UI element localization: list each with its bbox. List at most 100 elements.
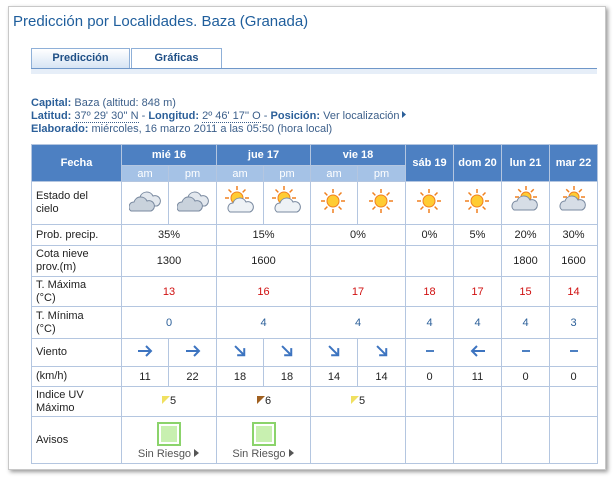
link-arrow bbox=[401, 111, 406, 118]
cell-value: 0 bbox=[426, 370, 433, 383]
wind-icon bbox=[470, 345, 485, 357]
data-cell: Sin Riesgo bbox=[216, 416, 311, 464]
data-cell: 11 bbox=[453, 366, 502, 387]
table-row: (km/h) 11 22 18 18 14 14 0 11 0 0 bbox=[31, 366, 598, 387]
weather-icon bbox=[272, 185, 301, 212]
cell-value: 30% bbox=[562, 229, 585, 241]
weather-icon bbox=[368, 188, 393, 213]
icon-cell bbox=[405, 338, 454, 367]
row-label-text: T. Mínima (°C) bbox=[36, 309, 84, 335]
row-label-text: Cota nieve prov.(m) bbox=[36, 248, 89, 273]
info: Capital: Baza (altitud: 848 m) Latitud: … bbox=[31, 97, 408, 136]
data-cell bbox=[549, 416, 598, 464]
table-row: Estado del cielo bbox=[31, 181, 598, 225]
icon-cell bbox=[168, 338, 217, 367]
cell-value: 22 bbox=[186, 370, 199, 383]
forecast-table: Fecha mié 16 jue 17 vie 18 sáb 19 dom 20 lun 2… bbox=[31, 144, 598, 464]
row-label: Prob. precip. bbox=[31, 224, 122, 246]
icon-cell bbox=[263, 338, 311, 367]
weather-icon bbox=[128, 191, 161, 211]
row-label-text: Avisos bbox=[36, 433, 69, 446]
icon-cell bbox=[216, 181, 264, 225]
data-cell: 0% bbox=[405, 224, 454, 246]
header-cell: Fecha bbox=[31, 144, 122, 182]
wind-icon bbox=[328, 345, 340, 357]
warning-text: Sin Riesgo bbox=[232, 448, 286, 460]
icon-cell bbox=[549, 338, 598, 367]
icon-cell bbox=[263, 181, 311, 225]
half-day-header: am bbox=[310, 165, 358, 182]
data-cell: 17 bbox=[453, 276, 502, 307]
label: Posición: bbox=[270, 110, 321, 122]
data-cell bbox=[310, 416, 406, 464]
data-cell: 3 bbox=[549, 306, 598, 339]
warning-line: Sin Riesgo bbox=[122, 448, 216, 460]
row-label: Cota nieve prov.(m) bbox=[31, 245, 122, 277]
cell-value: 4 bbox=[260, 316, 267, 329]
data-cell: 4 bbox=[310, 306, 406, 339]
subheader-row: am pm am pm am pm bbox=[32, 165, 598, 182]
data-cell bbox=[405, 386, 454, 417]
cell-value: 0 bbox=[570, 370, 577, 383]
day-header: sáb 19 bbox=[405, 144, 454, 182]
table-row: Prob. precip. 35% 15% 0% 0% 5% 20% 30% bbox=[31, 224, 598, 246]
uv-flag bbox=[351, 396, 359, 404]
tabs: Predicción Gráficas bbox=[31, 48, 597, 74]
tab[interactable]: Gráficas bbox=[131, 48, 222, 68]
half-day-header: pm bbox=[357, 165, 406, 182]
icon-cell bbox=[501, 338, 550, 367]
data-cell: 0 bbox=[501, 366, 550, 387]
cell-value: 18 bbox=[280, 370, 294, 383]
wind-icon bbox=[281, 345, 293, 357]
icon-cell bbox=[549, 181, 598, 225]
data-cell bbox=[405, 416, 454, 464]
row-label: T. Máxima (°C) bbox=[31, 276, 122, 307]
row-label: Viento bbox=[31, 338, 122, 367]
label: Longitud: bbox=[148, 110, 200, 122]
data-cell: 1800 bbox=[501, 245, 550, 277]
value: Baza (altitud: 848 m) bbox=[74, 97, 176, 109]
cell-value: 15 bbox=[519, 285, 532, 298]
half-day-header: am bbox=[216, 165, 264, 182]
icon-cell bbox=[168, 181, 217, 225]
data-cell: 1600 bbox=[549, 245, 598, 277]
cell-value: 20% bbox=[514, 229, 537, 241]
wind-icon bbox=[138, 345, 153, 357]
row-label: Avisos bbox=[31, 416, 122, 464]
day-header: mar 22 bbox=[549, 144, 598, 182]
tab[interactable]: Predicción bbox=[31, 48, 130, 68]
data-cell bbox=[501, 416, 550, 464]
link[interactable]: Ver localización bbox=[323, 110, 400, 122]
cell-value: 15% bbox=[252, 229, 275, 241]
day-header: jue 17 bbox=[216, 144, 311, 166]
more-arrow[interactable] bbox=[288, 449, 295, 457]
more-arrow[interactable] bbox=[194, 449, 200, 457]
cell-value: 1300 bbox=[156, 255, 182, 267]
cell-value: 35% bbox=[157, 229, 181, 241]
data-cell: 20% bbox=[501, 224, 550, 246]
tab-underline bbox=[31, 68, 597, 74]
data-cell: 22 bbox=[168, 366, 217, 387]
data-cell bbox=[501, 386, 550, 417]
icon-cell bbox=[310, 181, 358, 225]
icon-cell bbox=[453, 338, 502, 367]
label: Latitud: bbox=[31, 110, 72, 122]
warning-box bbox=[157, 422, 181, 446]
cell-value: 4 bbox=[354, 316, 362, 329]
cell-value: 14 bbox=[375, 370, 388, 383]
table-row: Viento bbox=[31, 338, 598, 367]
page-title: Predicción por Localidades. Baza (Granad… bbox=[13, 13, 309, 30]
data-cell: 17 bbox=[310, 276, 406, 307]
label: Elaborado: bbox=[31, 123, 89, 135]
data-cell: 14 bbox=[549, 276, 598, 307]
wind-icon bbox=[375, 345, 387, 357]
data-cell: 14 bbox=[310, 366, 358, 387]
weather-icon bbox=[559, 185, 586, 210]
day-header: mié 16 bbox=[121, 144, 217, 166]
uv-value: 5 bbox=[359, 395, 366, 407]
data-cell bbox=[549, 386, 598, 417]
icon-cell bbox=[121, 181, 169, 225]
data-cell: 18 bbox=[405, 276, 454, 307]
data-cell: 5 bbox=[310, 386, 406, 417]
table-row: Indice UV Máximo 5 6 5 bbox=[31, 386, 598, 417]
